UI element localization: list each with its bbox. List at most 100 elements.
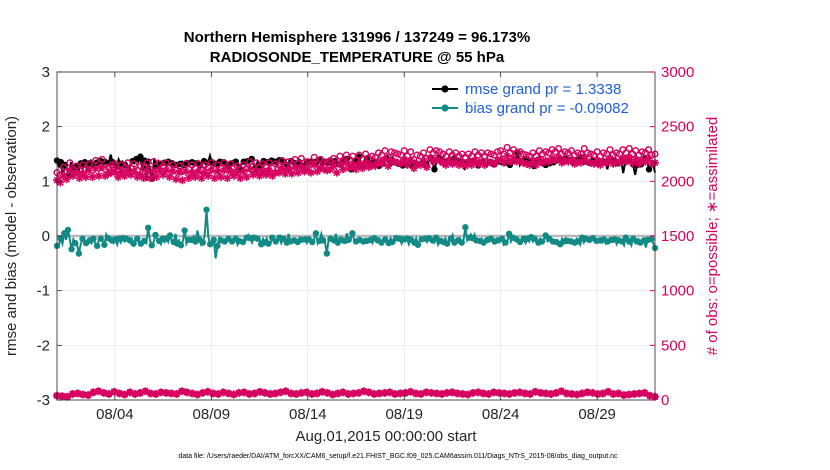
data-point-assimilated: [56, 178, 65, 187]
data-point: [265, 240, 272, 247]
y-axis-left: -3 -2 -1 0 1 2 3: [37, 64, 655, 409]
data-point-assimilated: [181, 167, 190, 176]
data-point-assimilated: [371, 162, 380, 171]
data-point-assimilated: [65, 166, 74, 175]
data-point-assimilated: [224, 389, 233, 398]
data-point: [166, 232, 174, 239]
data-point-possible: [567, 147, 575, 155]
data-point-possible: [600, 149, 608, 157]
data-point-assimilated: [194, 167, 203, 176]
y-tick-label-right: 2000: [661, 173, 694, 190]
data-point-assimilated: [631, 155, 640, 164]
data-point-assimilated: [155, 166, 164, 175]
data-point: [90, 235, 97, 242]
data-point-possible: [194, 160, 203, 168]
data-point: [141, 237, 148, 245]
data-point-assimilated: [152, 172, 161, 181]
data-point: [203, 206, 210, 213]
data-point-assimilated: [294, 168, 303, 177]
data-point-possible: [111, 160, 119, 168]
data-point: [101, 241, 108, 248]
x-tick-label: 08/24: [482, 406, 520, 423]
data-point-possible: [606, 146, 614, 154]
data-point-possible: [583, 149, 592, 157]
data-point-possible: [484, 149, 492, 157]
data-point-assimilated: [91, 164, 100, 173]
data-point-assimilated: [88, 172, 97, 181]
data-point-assimilated: [400, 155, 409, 164]
data-point: [648, 236, 655, 243]
data-point-assimilated: [213, 167, 222, 176]
data-point: [68, 245, 75, 253]
data-point-assimilated: [175, 168, 184, 177]
data-point-assimilated: [332, 168, 341, 177]
data-point-assimilated: [531, 387, 540, 396]
y-tick-label-left: -2: [37, 337, 50, 354]
data-point-assimilated: [622, 157, 631, 166]
data-point-possible: [207, 159, 215, 167]
data-point-assimilated: [469, 388, 477, 397]
data-point-possible: [493, 148, 502, 156]
data-point-assimilated: [409, 164, 418, 173]
data-point: [349, 230, 356, 237]
data-point-possible: [66, 159, 74, 167]
data-point-assimilated: [361, 158, 370, 167]
data-point-possible: [612, 149, 620, 157]
data-point-assimilated: [397, 159, 406, 168]
data-point-possible: [362, 150, 370, 158]
data-point-assimilated: [329, 162, 338, 171]
data-point-assimilated: [130, 167, 139, 176]
data-point-possible: [468, 152, 476, 160]
chart-subtitle: RADIOSONDE_TEMPERATURE @ 55 hPa: [210, 49, 505, 66]
data-point-possible: [92, 157, 100, 165]
data-point-assimilated: [220, 166, 229, 175]
y-tick-label-left: 3: [42, 64, 50, 81]
data-point: [210, 236, 217, 244]
data-point-assimilated: [310, 160, 319, 169]
y-tick-label-left: 2: [42, 119, 50, 136]
data-point-possible: [301, 159, 309, 167]
data-point-possible: [291, 155, 299, 164]
data-point: [254, 235, 261, 242]
data-point-possible: [432, 147, 440, 155]
data-point-possible: [108, 161, 116, 169]
data-point-possible: [371, 153, 379, 161]
data-point-assimilated: [306, 168, 315, 177]
data-point: [323, 250, 331, 257]
data-point: [414, 241, 422, 248]
data-file-footer: data file: /Users/raeder/DAI/ATM_forcXX/…: [178, 453, 618, 460]
data-point-assimilated: [226, 167, 235, 176]
data-point-assimilated: [352, 165, 360, 174]
data-point-possible: [162, 159, 170, 167]
y-axis-right-label: # of obs: o=possible; ∗=assimilated: [704, 117, 721, 356]
data-point-possible: [124, 159, 132, 167]
data-point: [538, 238, 546, 245]
data-point-possible: [278, 157, 286, 165]
x-axis-label: Aug.01,2015 00:00:00 start: [296, 428, 478, 445]
y-tick-label-right: 1000: [661, 283, 694, 300]
series-bias: [53, 206, 659, 259]
data-point-possible: [342, 151, 350, 159]
data-point-assimilated: [377, 159, 386, 168]
data-point-assimilated: [605, 154, 614, 163]
data-point-possible: [407, 148, 415, 156]
data-point-assimilated: [297, 163, 306, 172]
data-point: [177, 242, 185, 249]
data-point-possible: [397, 151, 405, 159]
data-point-possible: [574, 149, 582, 157]
data-point-assimilated: [355, 159, 364, 168]
data-point: [79, 235, 86, 242]
data-point-possible: [349, 152, 357, 160]
data-point-assimilated: [197, 174, 206, 183]
data-point-assimilated: [223, 174, 232, 183]
data-point-possible: [603, 150, 611, 158]
data-point-assimilated: [239, 167, 248, 176]
data-point: [431, 166, 438, 173]
data-point-possible: [587, 150, 595, 158]
data-point-assimilated: [117, 167, 126, 176]
data-point-possible: [246, 158, 254, 166]
x-tick-label: 08/19: [385, 406, 423, 423]
data-point-assimilated: [266, 389, 275, 398]
data-point-assimilated: [278, 164, 287, 173]
data-point-possible: [252, 159, 260, 167]
